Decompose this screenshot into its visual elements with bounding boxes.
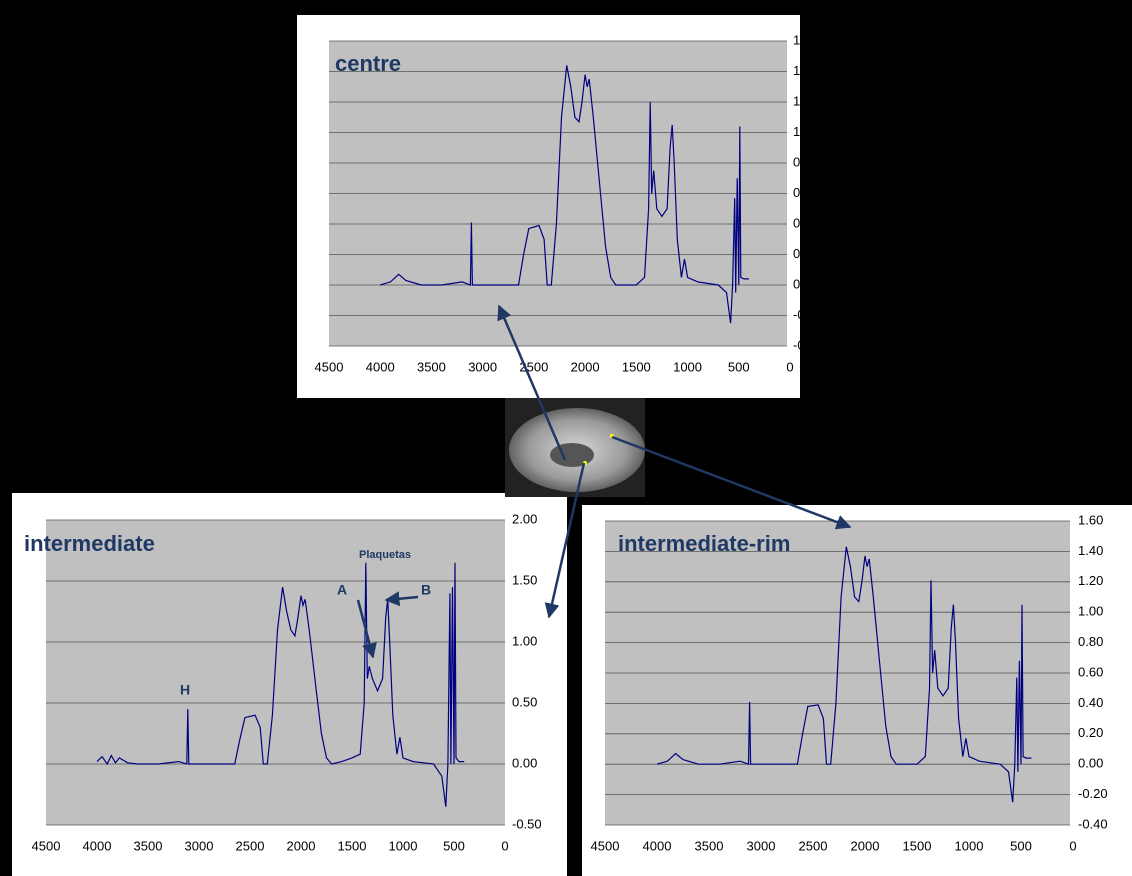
- x-tick-label: 500: [1010, 838, 1032, 853]
- x-tick-label: 1000: [673, 359, 702, 374]
- x-tick-label: 3000: [468, 359, 497, 374]
- y-tick-label: 1.20: [793, 93, 818, 108]
- x-tick-label: 1500: [338, 838, 367, 853]
- annotation: Plaquetas: [359, 549, 411, 561]
- y-tick-label: 2.00: [512, 511, 537, 526]
- spectrum-line: [96, 562, 465, 807]
- x-tick-label: 1500: [903, 838, 932, 853]
- x-tick-label: 3500: [417, 359, 446, 374]
- x-tick-label: 3500: [134, 838, 163, 853]
- spectrum-line: [380, 65, 749, 324]
- x-tick-label: 500: [443, 838, 465, 853]
- y-tick-label: 1.00: [793, 124, 818, 139]
- x-tick-label: 4500: [32, 838, 61, 853]
- x-tick-label: 0: [501, 838, 508, 853]
- y-tick-label: -0.20: [793, 307, 823, 322]
- x-tick-label: 4500: [591, 838, 620, 853]
- x-tick-label: 2000: [571, 359, 600, 374]
- x-tick-label: 2500: [799, 838, 828, 853]
- x-tick-label: 0: [1069, 838, 1076, 853]
- y-tick-label: 1.60: [1078, 512, 1103, 527]
- y-tick-label: -0.20: [1078, 786, 1108, 801]
- y-tick-label: 0.40: [793, 215, 818, 230]
- y-tick-label: 0.60: [1078, 664, 1103, 679]
- y-tick-label: -0.50: [512, 816, 542, 831]
- sample-photo: [505, 398, 645, 497]
- x-tick-label: 4000: [643, 838, 672, 853]
- y-tick-label: 0.60: [793, 185, 818, 200]
- annotation: A: [337, 582, 347, 598]
- y-tick-label: 0.50: [512, 694, 537, 709]
- y-tick-label: 0.80: [793, 154, 818, 169]
- chart-title: centre: [335, 51, 401, 76]
- annotation: B: [421, 582, 431, 598]
- y-tick-label: -0.40: [793, 337, 823, 352]
- x-tick-label: 0: [786, 359, 793, 374]
- y-tick-label: 1.60: [793, 32, 818, 47]
- x-tick-label: 500: [728, 359, 750, 374]
- chart-title: intermediate-rim: [618, 531, 790, 556]
- y-tick-label: 1.50: [512, 572, 537, 587]
- y-tick-label: 1.00: [512, 633, 537, 648]
- y-tick-label: 1.40: [1078, 543, 1103, 558]
- x-tick-label: 1000: [389, 838, 418, 853]
- x-tick-label: 4000: [366, 359, 395, 374]
- pointer-arrows: [356, 304, 852, 659]
- y-tick-label: 0.20: [1078, 725, 1103, 740]
- y-tick-label: 1.20: [1078, 573, 1103, 588]
- y-tick-label: 0.20: [793, 246, 818, 261]
- y-tick-label: 1.40: [793, 63, 818, 78]
- x-tick-label: 2000: [851, 838, 880, 853]
- x-tick-label: 4000: [83, 838, 112, 853]
- y-tick-label: 0.00: [512, 755, 537, 770]
- annotation: H: [180, 682, 190, 698]
- x-tick-label: 1000: [955, 838, 984, 853]
- y-tick-label: 0.40: [1078, 695, 1103, 710]
- x-tick-label: 2000: [287, 838, 316, 853]
- y-tick-label: 0.00: [793, 276, 818, 291]
- y-tick-label: 1.00: [1078, 604, 1103, 619]
- spectrum-line: [656, 546, 1032, 803]
- y-tick-label: 0.80: [1078, 634, 1103, 649]
- x-tick-label: 3500: [695, 838, 724, 853]
- x-tick-label: 2500: [236, 838, 265, 853]
- x-tick-label: 1500: [622, 359, 651, 374]
- x-tick-label: 3000: [747, 838, 776, 853]
- chart-title: intermediate: [24, 531, 155, 556]
- y-tick-label: 0.00: [1078, 756, 1103, 771]
- x-tick-label: 3000: [185, 838, 214, 853]
- y-tick-label: -0.40: [1078, 816, 1108, 831]
- x-tick-label: 4500: [315, 359, 344, 374]
